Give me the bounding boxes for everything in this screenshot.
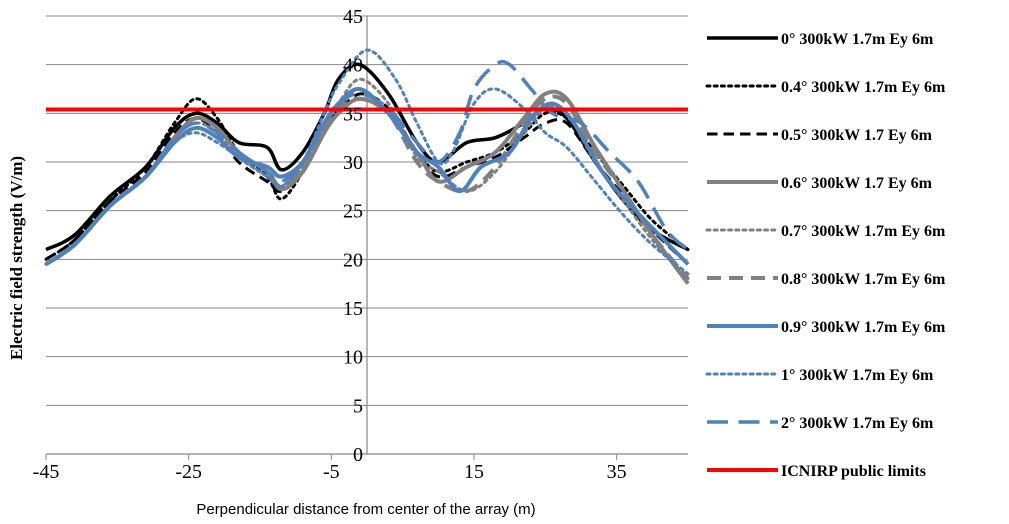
legend-label-0: 0° 300kW 1.7m Ey 6m [781,31,934,48]
x-tick-label: -25 [175,461,202,483]
axes [45,16,688,460]
y-tick-label: 20 [343,249,363,271]
series-line-8 [45,59,690,266]
series-line-5 [44,94,690,281]
legend-label-9: ICNIRP public limits [781,463,926,480]
x-tick-label: 15 [464,461,484,483]
legend-label-7: 1° 300kW 1.7m Ey 6m [781,367,934,384]
series-lines [44,48,690,285]
legend-label-3: 0.6° 300kW 1.7 Ey 6m [781,175,933,192]
legend: 0° 300kW 1.7m Ey 6m 0.4° 300kW 1.7m Ey 6m… [705,31,946,480]
y-tick-label: 25 [343,201,363,223]
x-tick-label: 35 [607,461,627,483]
y-tick-label: 40 [343,55,363,77]
y-tick-label: 15 [343,298,363,320]
tick-labels: 0 5 10 15 20 25 30 35 40 45 -45 -25 -5 15 35 [33,6,627,483]
legend-label-4: 0.7° 300kW 1.7m Ey 6m [781,223,946,240]
legend-label-1: 0.4° 300kW 1.7m Ey 6m [781,79,946,96]
x-axis-title: Perpendicular distance from center of th… [196,501,535,518]
series-line-7 [44,48,690,276]
legend-label-8: 2° 300kW 1.7m Ey 6m [781,415,934,432]
x-tick-label: -45 [33,461,60,483]
legend-label-5: 0.8° 300kW 1.7m Ey 6m [781,271,946,288]
y-tick-label: 30 [343,152,363,174]
x-tick-label: -5 [323,461,340,483]
legend-label-6: 0.9° 300kW 1.7m Ey 6m [781,319,946,336]
legend-label-2: 0.5° 300kW 1.7 Ey 6m [781,127,933,144]
y-tick-label: 10 [343,347,363,369]
y-tick-label: 35 [343,103,363,125]
y-tick-label: 5 [353,395,363,417]
y-tick-label: 45 [343,6,363,28]
y-axis-title: Electric field strength (V/m) [7,156,26,360]
y-tick-label: 0 [353,444,363,466]
